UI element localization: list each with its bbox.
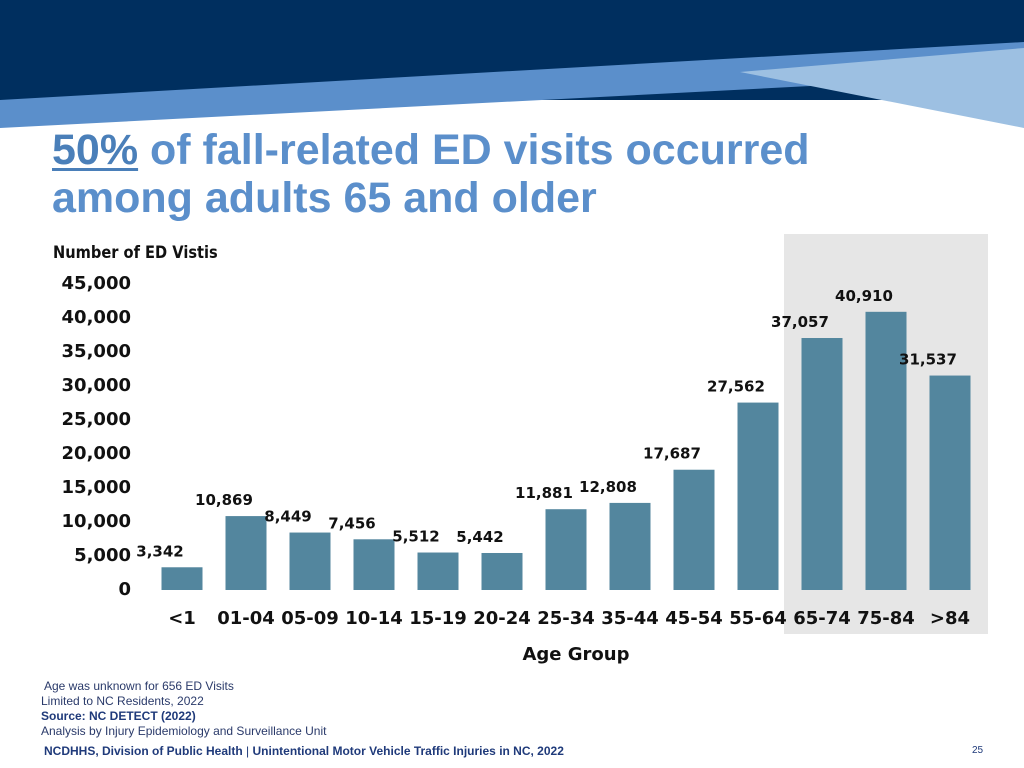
y-tick-label: 30,000 [62,375,131,396]
footer-org: NCDHHS, Division of Public Health [44,744,243,758]
footer-separator: | [242,744,253,758]
x-tick-label: 20-24 [473,608,531,629]
title-rest: of fall-related ED visits occurred among… [52,126,810,222]
data-label: 10,869 [195,491,253,509]
x-tick-label: 55-64 [729,608,787,629]
title-highlight: 50% [52,126,139,174]
banner-light-wedge [740,48,1024,128]
x-tick-label: 10-14 [345,608,403,629]
data-label: 12,808 [579,478,637,496]
y-axis-ticks: 45,000 40,000 35,000 30,000 25,000 20,000 15,0… [62,273,131,600]
y-tick-label: 45,000 [62,273,131,294]
x-tick-label: 65-74 [793,608,851,629]
x-axis-title: Age Group [522,644,629,665]
y-tick-label: 25,000 [62,409,131,430]
bar [929,375,971,590]
data-label: 31,537 [899,351,957,369]
x-tick-label: 45-54 [665,608,723,629]
x-tick-label: 15-19 [409,608,467,629]
x-tick-label: 35-44 [601,608,659,629]
data-label: 11,881 [515,484,573,502]
y-tick-label: 40,000 [62,307,131,328]
bar [417,552,459,590]
bar [801,338,843,590]
data-label: 7,456 [328,514,375,532]
y-tick-label: 10,000 [62,511,131,532]
footer-topic: Unintentional Motor Vehicle Traffic Inju… [252,744,564,758]
data-label: 3,342 [136,542,183,560]
data-label: 8,449 [264,508,311,526]
bar [161,567,203,590]
data-label: 40,910 [835,287,893,305]
bar [865,311,907,590]
banner-blue-stripe [0,42,1024,128]
data-label: 5,442 [456,528,503,546]
page-title: 50% of fall-related ED visits occurred a… [52,126,952,222]
x-tick-label: >84 [930,608,970,629]
y-tick-label: 35,000 [62,341,131,362]
note-analysis: Analysis by Injury Epidemiology and Surv… [41,724,327,738]
x-axis-ticks: <1 01-04 05-09 10-14 15-19 20-24 25-34 35-44 45-… [168,608,970,629]
note-scope: Limited to NC Residents, 2022 [41,694,204,708]
page-number: 25 [972,745,984,756]
bar [673,469,715,590]
x-tick-label: 75-84 [857,608,915,629]
bar [545,509,587,590]
note-unknown-age: Age was unknown for 656 ED Visits [44,679,234,693]
footer: NCDHHS, Division of Public Health | Unin… [44,744,564,758]
bar [481,552,523,590]
bar [609,502,651,590]
bar [225,516,267,590]
data-labels: 3,342 10,869 8,449 7,456 5,512 5,442 11,881 12,… [136,287,957,560]
data-label: 27,562 [707,378,765,396]
data-label: 37,057 [771,313,829,331]
data-label: 5,512 [392,528,439,546]
bar [737,402,779,590]
y-tick-label: 0 [118,579,131,600]
header-banner [0,0,1024,128]
data-label: 17,687 [643,445,701,463]
bar [289,532,331,590]
y-tick-label: 20,000 [62,443,131,464]
y-tick-label: 5,000 [74,545,131,566]
bar [353,539,395,590]
y-tick-label: 15,000 [62,477,131,498]
note-source: Source: NC DETECT (2022) [41,709,196,723]
x-tick-label: <1 [168,608,196,629]
x-tick-label: 01-04 [217,608,275,629]
chart-notes: Age was unknown for 656 ED Visits Limite… [41,679,326,739]
y-axis-title: Number of ED Vistis [53,243,218,263]
bars [161,311,971,590]
x-tick-label: 25-34 [537,608,595,629]
x-tick-label: 05-09 [281,608,339,629]
